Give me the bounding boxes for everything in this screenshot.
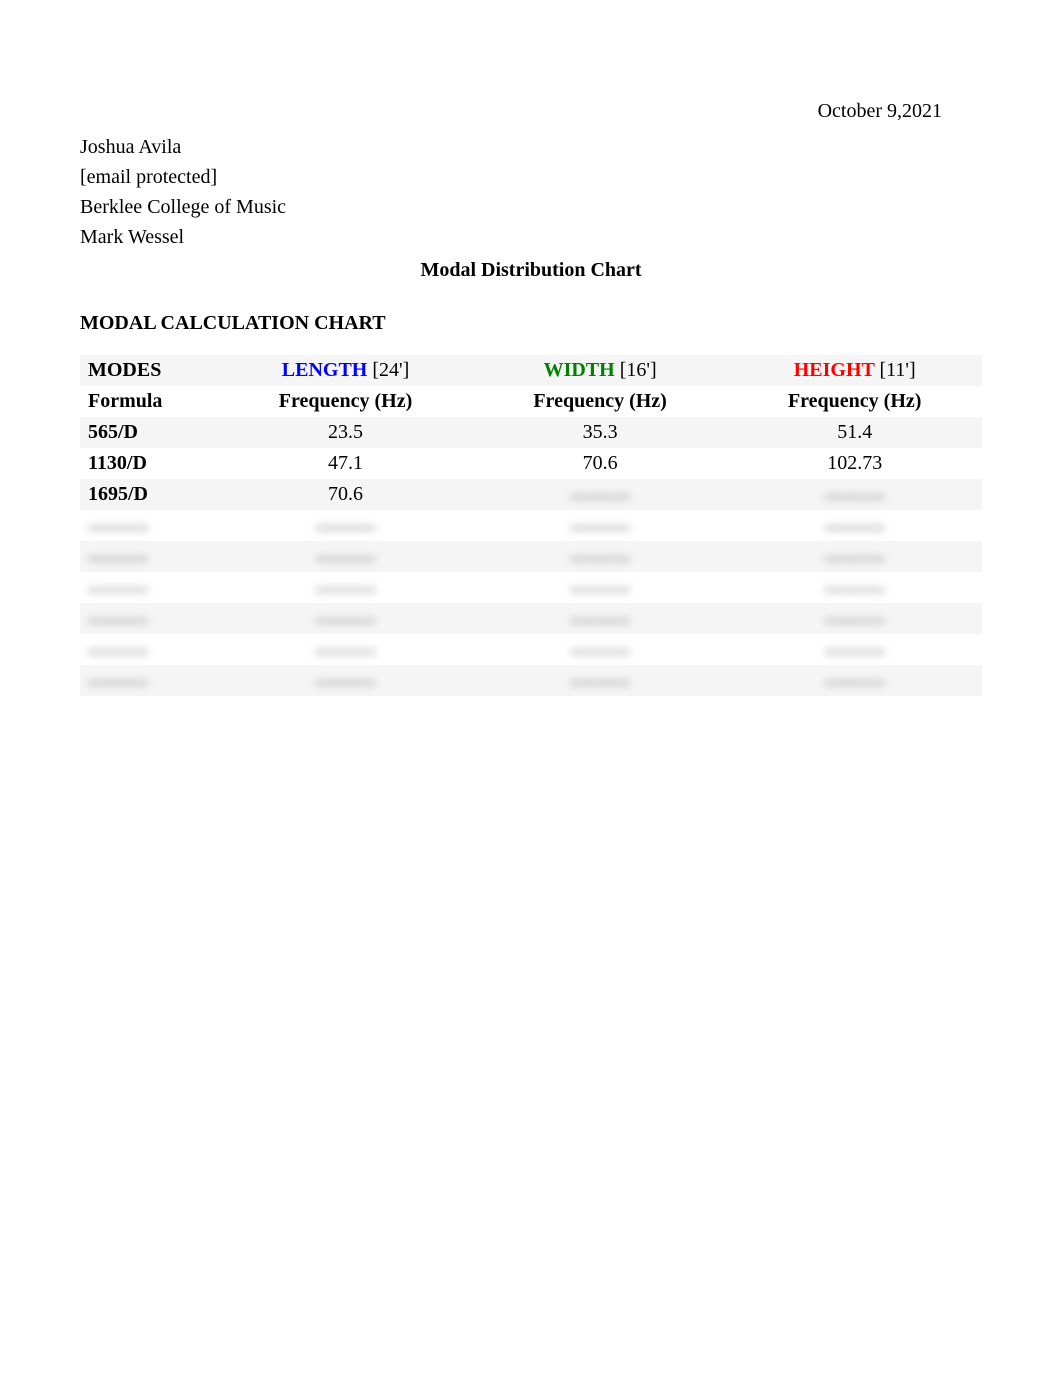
table-row-blurred: ▬▬▬ ▬▬▬ ▬▬▬ ▬▬▬ [80,665,982,696]
length-value: [24'] [372,359,409,381]
width-label: WIDTH [544,359,615,381]
formula-cell-blurred: ▬▬▬ [80,634,218,665]
height-cell-blurred: ▬▬▬ [727,603,982,634]
author-info-block: Joshua Avila [email protected] Berklee C… [80,133,982,251]
table-header-row-freq: Formula Frequency (Hz) Frequency (Hz) Fr… [80,386,982,417]
formula-cell-blurred: ▬▬▬ [80,510,218,541]
width-header: WIDTH [16'] [473,355,728,386]
width-cell: 35.3 [473,417,728,448]
width-cell: 70.6 [473,448,728,479]
width-value: [16'] [620,359,657,381]
length-header: LENGTH [24'] [218,355,473,386]
document-title: Modal Distribution Chart [80,259,982,282]
modes-header: MODES [80,355,218,386]
author-name: Joshua Avila [80,133,982,161]
length-cell-blurred: ▬▬▬ [218,603,473,634]
table-row: 565/D 23.5 35.3 51.4 [80,417,982,448]
width-cell-blurred: ▬▬▬ [473,510,728,541]
height-cell-blurred: ▬▬▬ [727,479,982,510]
length-cell: 47.1 [218,448,473,479]
width-cell-blurred: ▬▬▬ [473,572,728,603]
height-label: HEIGHT [794,359,875,381]
length-cell-blurred: ▬▬▬ [218,510,473,541]
width-cell-blurred: ▬▬▬ [473,479,728,510]
height-cell-blurred: ▬▬▬ [727,541,982,572]
length-cell: 23.5 [218,417,473,448]
table-header-row-dimensions: MODES LENGTH [24'] WIDTH [16'] HEIGHT [1… [80,355,982,386]
table-row-blurred: ▬▬▬ ▬▬▬ ▬▬▬ ▬▬▬ [80,634,982,665]
height-cell-blurred: ▬▬▬ [727,634,982,665]
height-cell-blurred: ▬▬▬ [727,572,982,603]
author-institution: Berklee College of Music [80,193,982,221]
table-row-blurred: ▬▬▬ ▬▬▬ ▬▬▬ ▬▬▬ [80,510,982,541]
freq-header-length: Frequency (Hz) [218,386,473,417]
formula-cell: 1130/D [80,448,218,479]
height-header: HEIGHT [11'] [727,355,982,386]
height-value: [11'] [879,359,915,381]
length-cell-blurred: ▬▬▬ [218,541,473,572]
formula-header: Formula [80,386,218,417]
length-cell: 70.6 [218,479,473,510]
freq-header-width: Frequency (Hz) [473,386,728,417]
formula-cell-blurred: ▬▬▬ [80,665,218,696]
formula-cell: 1695/D [80,479,218,510]
width-cell-blurred: ▬▬▬ [473,603,728,634]
length-cell-blurred: ▬▬▬ [218,572,473,603]
height-cell: 102.73 [727,448,982,479]
document-date: October 9,2021 [80,100,982,123]
length-cell-blurred: ▬▬▬ [218,634,473,665]
section-header: MODAL CALCULATION CHART [80,312,982,335]
length-cell-blurred: ▬▬▬ [218,665,473,696]
length-label: LENGTH [282,359,368,381]
freq-header-height: Frequency (Hz) [727,386,982,417]
formula-cell-blurred: ▬▬▬ [80,572,218,603]
table-row: 1130/D 47.1 70.6 102.73 [80,448,982,479]
width-cell-blurred: ▬▬▬ [473,541,728,572]
author-email: [email protected] [80,163,982,191]
height-cell-blurred: ▬▬▬ [727,665,982,696]
height-cell: 51.4 [727,417,982,448]
table-row: 1695/D 70.6 ▬▬▬ ▬▬▬ [80,479,982,510]
table-row-blurred: ▬▬▬ ▬▬▬ ▬▬▬ ▬▬▬ [80,572,982,603]
table-row-blurred: ▬▬▬ ▬▬▬ ▬▬▬ ▬▬▬ [80,541,982,572]
author-instructor: Mark Wessel [80,223,982,251]
formula-cell-blurred: ▬▬▬ [80,603,218,634]
formula-cell-blurred: ▬▬▬ [80,541,218,572]
modal-calculation-table: MODES LENGTH [24'] WIDTH [16'] HEIGHT [1… [80,355,982,696]
width-cell-blurred: ▬▬▬ [473,634,728,665]
formula-cell: 565/D [80,417,218,448]
width-cell-blurred: ▬▬▬ [473,665,728,696]
height-cell-blurred: ▬▬▬ [727,510,982,541]
table-row-blurred: ▬▬▬ ▬▬▬ ▬▬▬ ▬▬▬ [80,603,982,634]
